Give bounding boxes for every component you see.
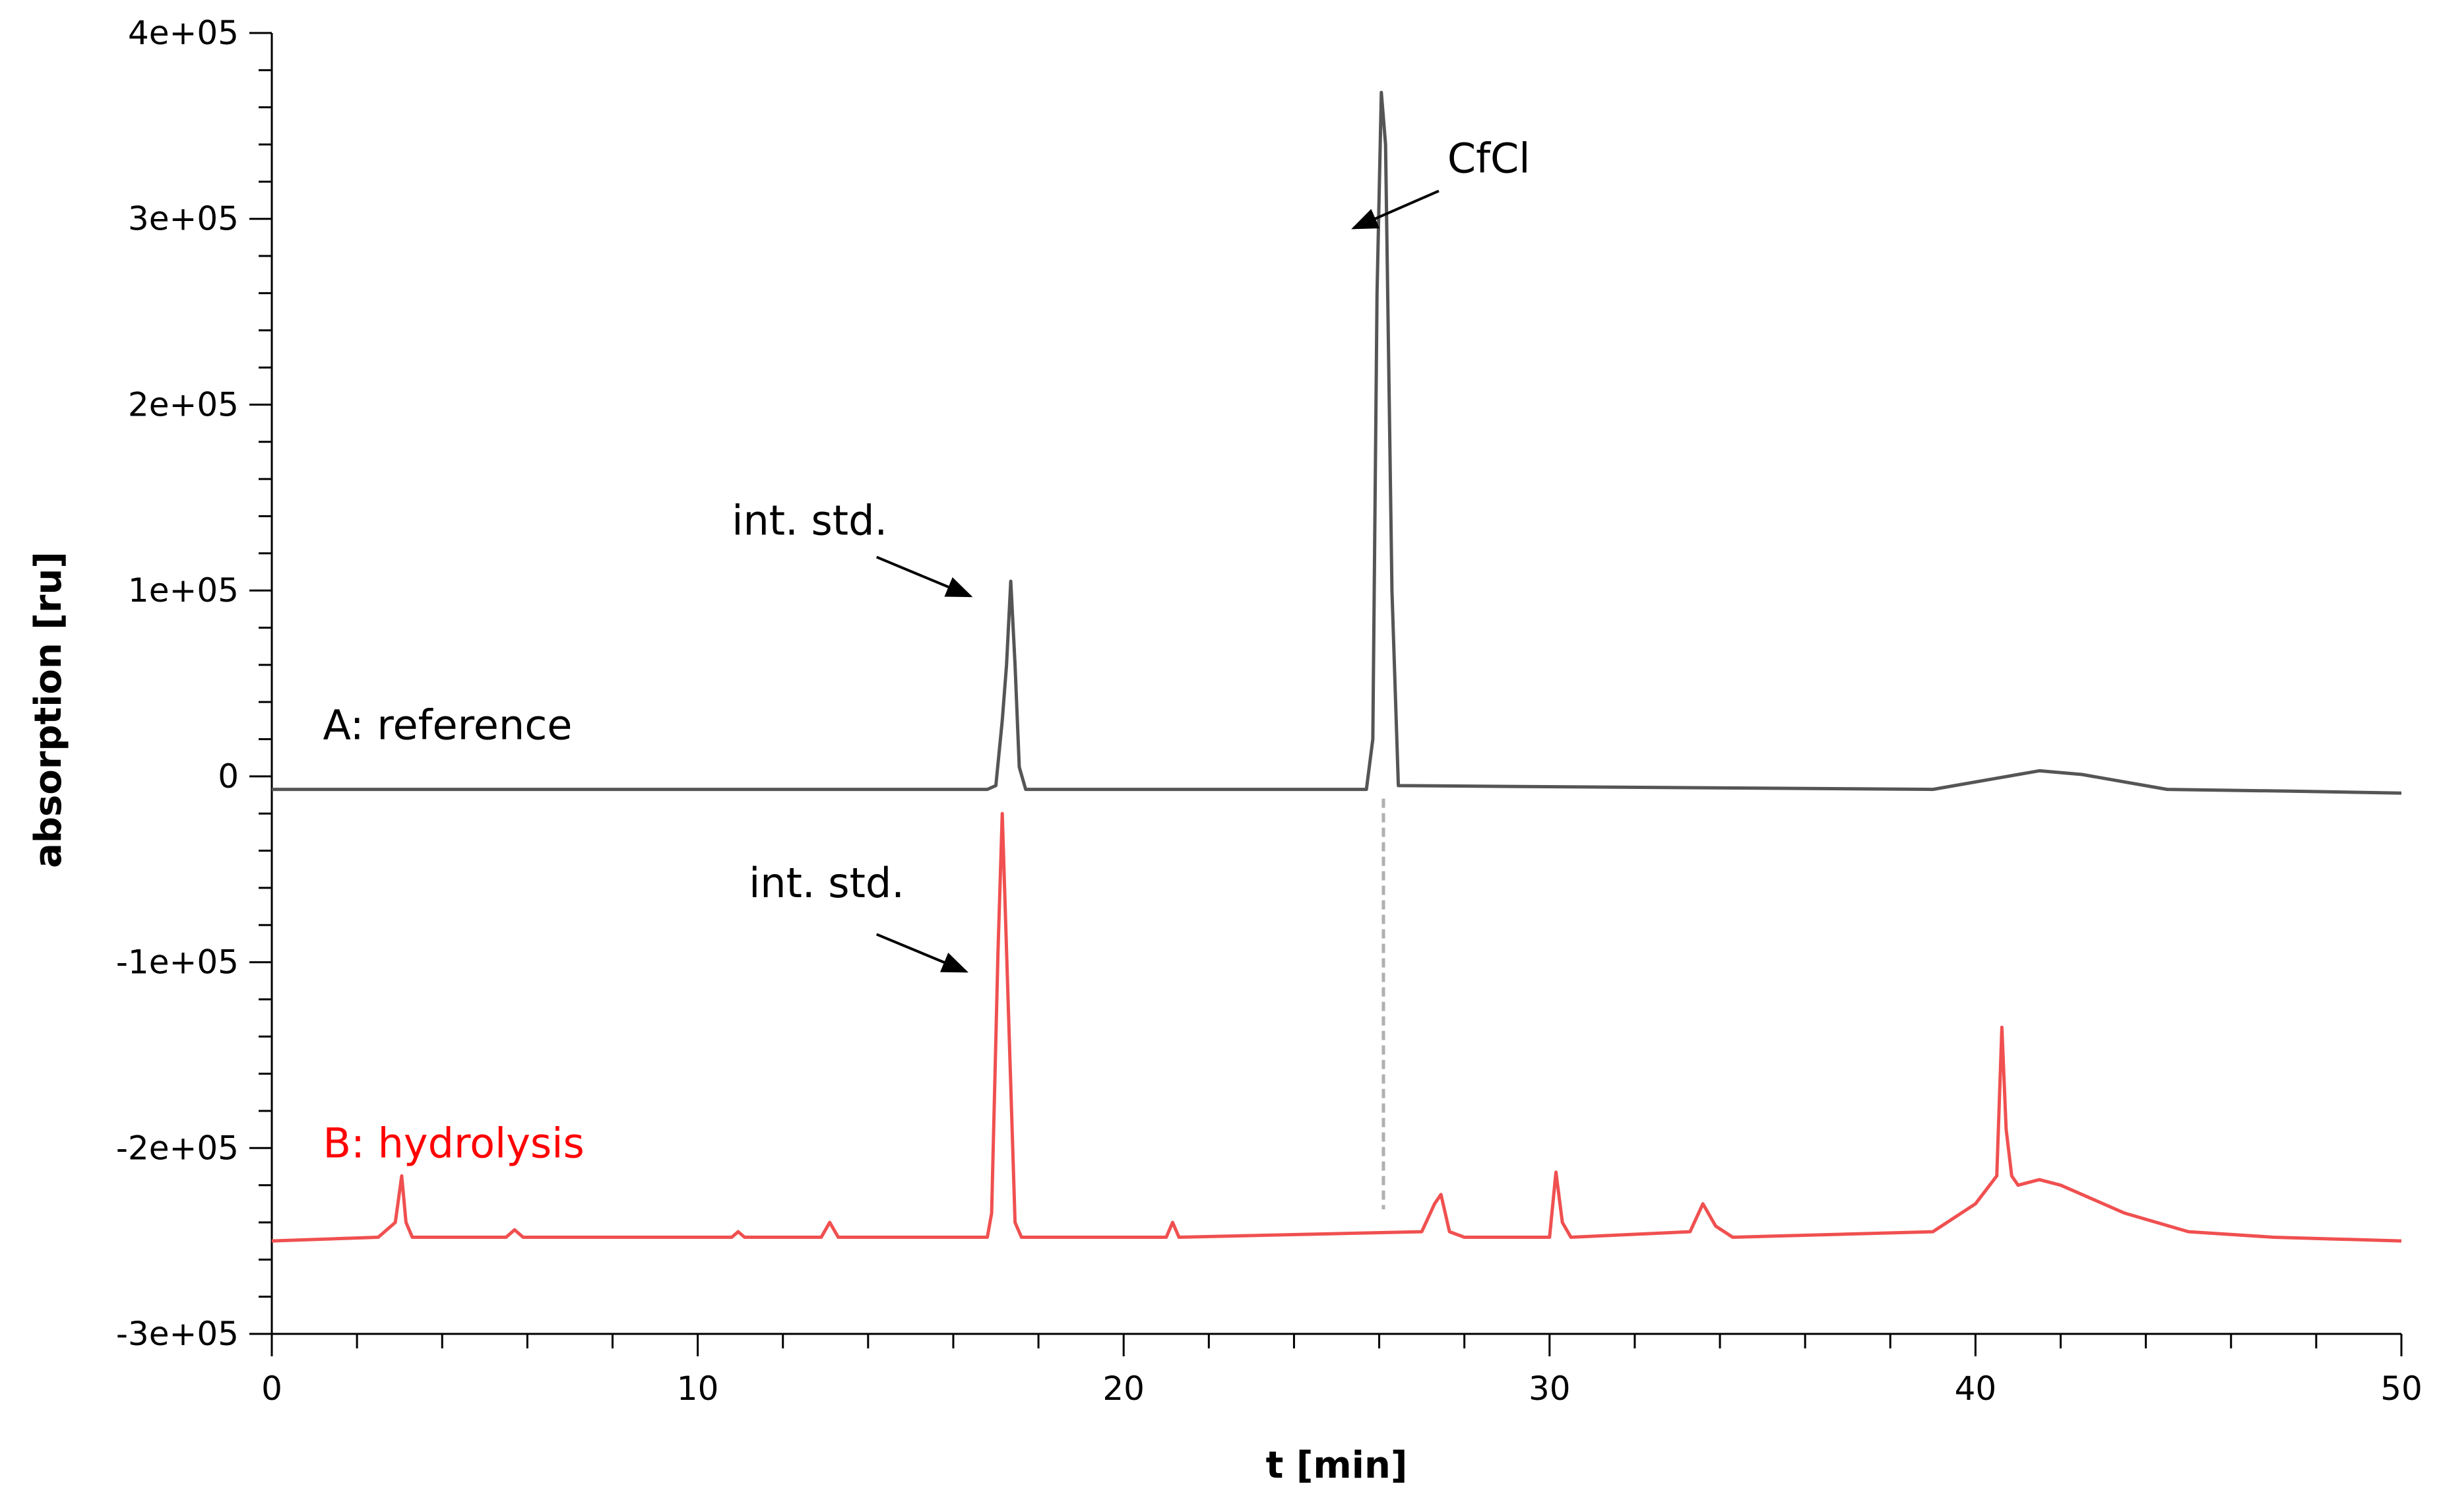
annotation-label: int. std. — [732, 497, 887, 545]
annotations-group: CfCl int. std. int. std. A: reference B: hyd… — [323, 134, 1530, 1167]
y-tick-label: -1e+05 — [116, 943, 239, 982]
series-line-reference — [272, 90, 2402, 795]
x-tick-label: 30 — [1529, 1370, 1571, 1408]
y-tick-label: -2e+05 — [116, 1129, 239, 1167]
annotation-label: B: hydrolysis — [323, 1119, 584, 1167]
axes: -3e+05 -2e+05 -1e+05 0 1e+05 2e+05 3e+05 4e+05 0… — [116, 14, 2423, 1408]
annotation-label: int. std. — [749, 859, 904, 907]
x-tick-label: 20 — [1102, 1370, 1145, 1408]
annotation-arrow — [875, 555, 973, 598]
y-tick-label: 1e+05 — [128, 571, 239, 610]
annotation-arrow — [875, 933, 969, 973]
x-axis-label: t [min] — [1266, 1444, 1408, 1487]
y-tick-label: 2e+05 — [128, 385, 239, 424]
annotation-arrow — [1351, 189, 1440, 230]
y-tick-label: 0 — [218, 757, 239, 796]
annotation-label: A: reference — [323, 701, 572, 749]
series-line-hydrolysis — [271, 811, 2402, 1243]
y-tick-label: 3e+05 — [128, 200, 239, 238]
x-tick-label: 10 — [677, 1370, 719, 1408]
y-tick-label: 4e+05 — [128, 14, 239, 52]
x-tick-label: 50 — [2380, 1370, 2423, 1408]
y-axis-label: absorption [ru] — [27, 551, 70, 868]
x-tick-label: 40 — [1955, 1370, 1997, 1408]
y-tick-label: -3e+05 — [116, 1315, 239, 1353]
x-tick-label: 0 — [261, 1370, 282, 1408]
annotation-label: CfCl — [1447, 134, 1531, 182]
series-group — [271, 90, 2402, 1243]
